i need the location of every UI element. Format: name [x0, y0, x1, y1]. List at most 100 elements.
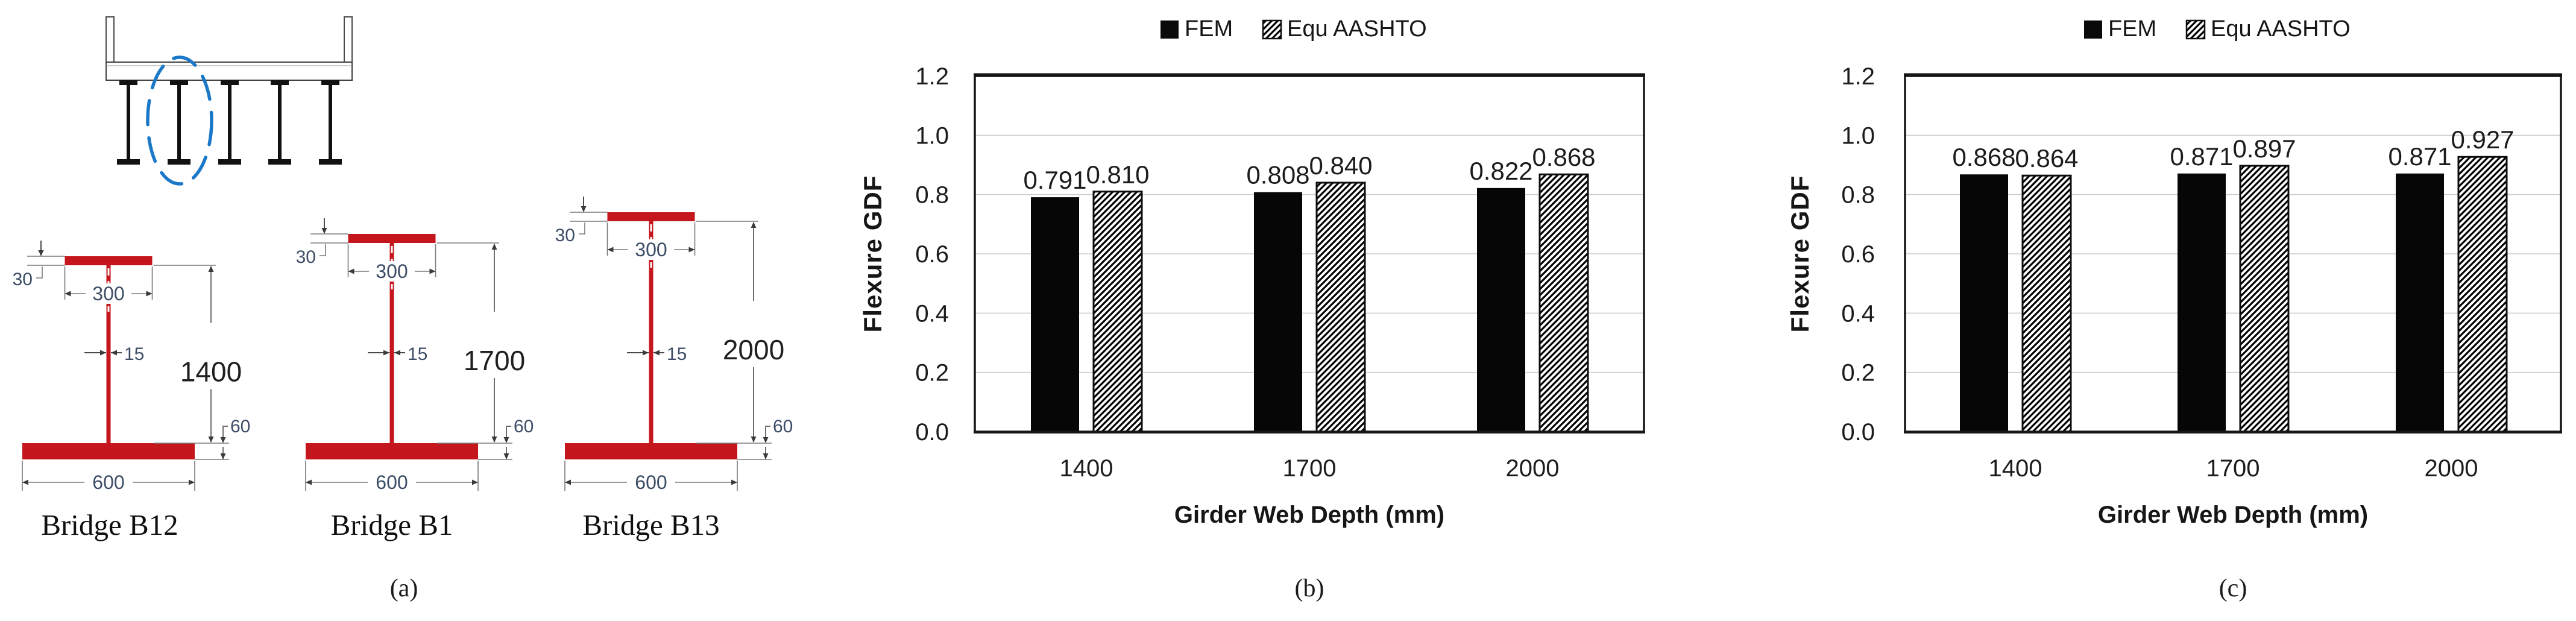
girder-diagram-canvas: 30 300 15 1400 60 600 30 300 15 1700 60 600 30 300 15 2…	[13, 16, 793, 493]
legend-swatch-fem	[2084, 20, 2102, 39]
dim-arrow	[220, 453, 226, 459]
dim-web-thickness: 15	[667, 344, 687, 364]
bar-value-fem-1700: 0.808	[1246, 161, 1309, 189]
dim-leader	[222, 426, 228, 442]
legend-label-aashto: Equ AASHTO	[2211, 16, 2351, 42]
dim-web-thickness: 15	[408, 344, 427, 364]
dim-top-flange-width: 300	[92, 283, 124, 304]
legend-label-aashto: Equ AASHTO	[1287, 16, 1427, 42]
legend-swatch-aashto	[1262, 19, 1282, 40]
bar-fem-1700	[2178, 173, 2226, 432]
girder-web	[329, 80, 332, 160]
dim-arrow	[503, 453, 509, 459]
dim-web-depth: 1700	[464, 345, 525, 376]
bar-fem-2000	[2396, 173, 2444, 432]
bar-value-aashto-1700: 0.840	[1309, 151, 1372, 180]
bridge-cross-section	[105, 16, 353, 186]
beam-diagram-bridge-b1: 30 300 15 1700 60 600	[296, 218, 534, 493]
dim-top-flange-width: 300	[635, 239, 667, 260]
dim-arrow	[208, 437, 214, 443]
bar-aashto-2000	[2457, 156, 2508, 433]
x-tick-label-1700: 1700	[2206, 455, 2260, 482]
dim-top-flange-thickness: 30	[13, 270, 33, 289]
y-tick-label-1.0: 1.0	[915, 122, 949, 149]
dim-arrow	[220, 437, 226, 443]
y-tick-label-0.8: 0.8	[1841, 182, 1875, 209]
x-axis-title-c: Girder Web Depth (mm)	[2097, 502, 2369, 528]
bar-aashto-2000	[1538, 173, 1589, 433]
dim-text-bg	[369, 261, 415, 282]
dim-bottom-flange-thickness: 60	[514, 417, 534, 437]
bar-aashto-1700	[2239, 165, 2290, 433]
dim-bottom-flange-thickness: 60	[230, 417, 250, 437]
bar-value-fem-2000: 0.871	[2388, 142, 2451, 171]
dim-arrow	[763, 453, 769, 459]
dim-top-flange-thickness: 30	[555, 225, 575, 245]
dim-web-thickness: 15	[124, 344, 144, 364]
deck-slab	[105, 61, 353, 81]
x-axis-title-b: Girder Web Depth (mm)	[1174, 502, 1445, 528]
y-tick-label-1.2: 1.2	[1841, 63, 1875, 90]
dim-arrow	[38, 250, 44, 256]
dim-arrow	[751, 222, 757, 228]
deck-girder-2	[168, 80, 191, 165]
deck-girder-1	[117, 80, 140, 165]
dim-web-depth: 1400	[180, 356, 242, 388]
bar-value-aashto-2000: 0.868	[1532, 143, 1595, 171]
dim-arrow	[321, 228, 327, 234]
panel-c-flexure-gdf-chart: 0.868 0.864 1400 0.871 0.897 1700 0.871 0.927 20…	[1717, 0, 2576, 621]
dim-arrow	[348, 268, 354, 274]
bridge-b1-label: Bridge B1	[330, 508, 453, 541]
legend-swatch-fem	[1160, 20, 1179, 39]
y-axis-title-c: Flexure GDF	[1786, 175, 1814, 333]
legend-label-fem: FEM	[1185, 16, 1233, 42]
right-barrier	[344, 16, 353, 64]
x-tick-label-2000: 2000	[2425, 455, 2478, 482]
x-tick-label-1400: 1400	[1060, 455, 1113, 482]
bar-value-aashto-1700: 0.897	[2232, 134, 2296, 163]
panel-a-girder-diagrams: 30 300 15 1400 60 600 30 300 15 1700 60 600 30 300 15 2…	[0, 0, 858, 621]
girder-bottom-flange	[168, 159, 191, 165]
beam-diagram-bridge-b13: 30 300 15 2000 60 600	[555, 197, 793, 493]
dim-arrow	[394, 350, 400, 356]
x-tick-label-1400: 1400	[1989, 455, 2042, 482]
y-tick-label-0.2: 0.2	[915, 360, 949, 386]
dim-leader	[506, 426, 511, 442]
chart-legend: FEM Equ AASHTO	[2084, 16, 2351, 42]
dim-leader	[579, 222, 585, 235]
beam-diagram-bridge-b12: 30 300 15 1400 60 600	[13, 241, 250, 493]
bridge-b12-label: Bridge B12	[41, 508, 178, 541]
deck-girder-4	[268, 80, 291, 165]
dim-arrow	[472, 479, 478, 485]
dim-arrow	[65, 291, 71, 297]
x-tick-label-2000: 2000	[1506, 455, 1560, 482]
dim-arrow	[146, 291, 153, 297]
caption-b: (b)	[1294, 575, 1324, 602]
dim-bottom-flange-width: 600	[92, 471, 124, 493]
web	[106, 265, 111, 443]
chart-group-c: 0.8680.86414000.8710.89717000.8710.92720…	[1841, 16, 2562, 482]
dim-arrow	[429, 268, 436, 274]
dim-text-bg	[368, 472, 416, 493]
dim-arrow	[503, 437, 509, 443]
dim-arrow	[491, 437, 497, 443]
legend-label-fem: FEM	[2108, 16, 2156, 42]
dim-arrow	[565, 479, 571, 485]
dim-top-flange-thickness: 30	[296, 247, 316, 267]
y-tick-label-0.6: 0.6	[915, 241, 949, 268]
bar-value-fem-2000: 0.822	[1469, 157, 1532, 185]
dim-arrow	[763, 437, 769, 443]
girder-web	[278, 80, 282, 160]
dim-arrow	[208, 266, 214, 272]
web	[649, 221, 653, 443]
y-tick-label-1.2: 1.2	[915, 63, 949, 90]
bar-aashto-1700	[1315, 181, 1366, 433]
dim-arrow	[111, 350, 117, 356]
flexure-gdf-chart-c: 0.8680.86414000.8710.89717000.8710.92720…	[1841, 16, 2562, 482]
dim-leader	[765, 426, 770, 442]
top-flange	[607, 212, 695, 221]
top-flange	[65, 256, 153, 265]
deck-girder-5	[319, 80, 342, 165]
dim-bottom-flange-width: 600	[376, 471, 408, 493]
